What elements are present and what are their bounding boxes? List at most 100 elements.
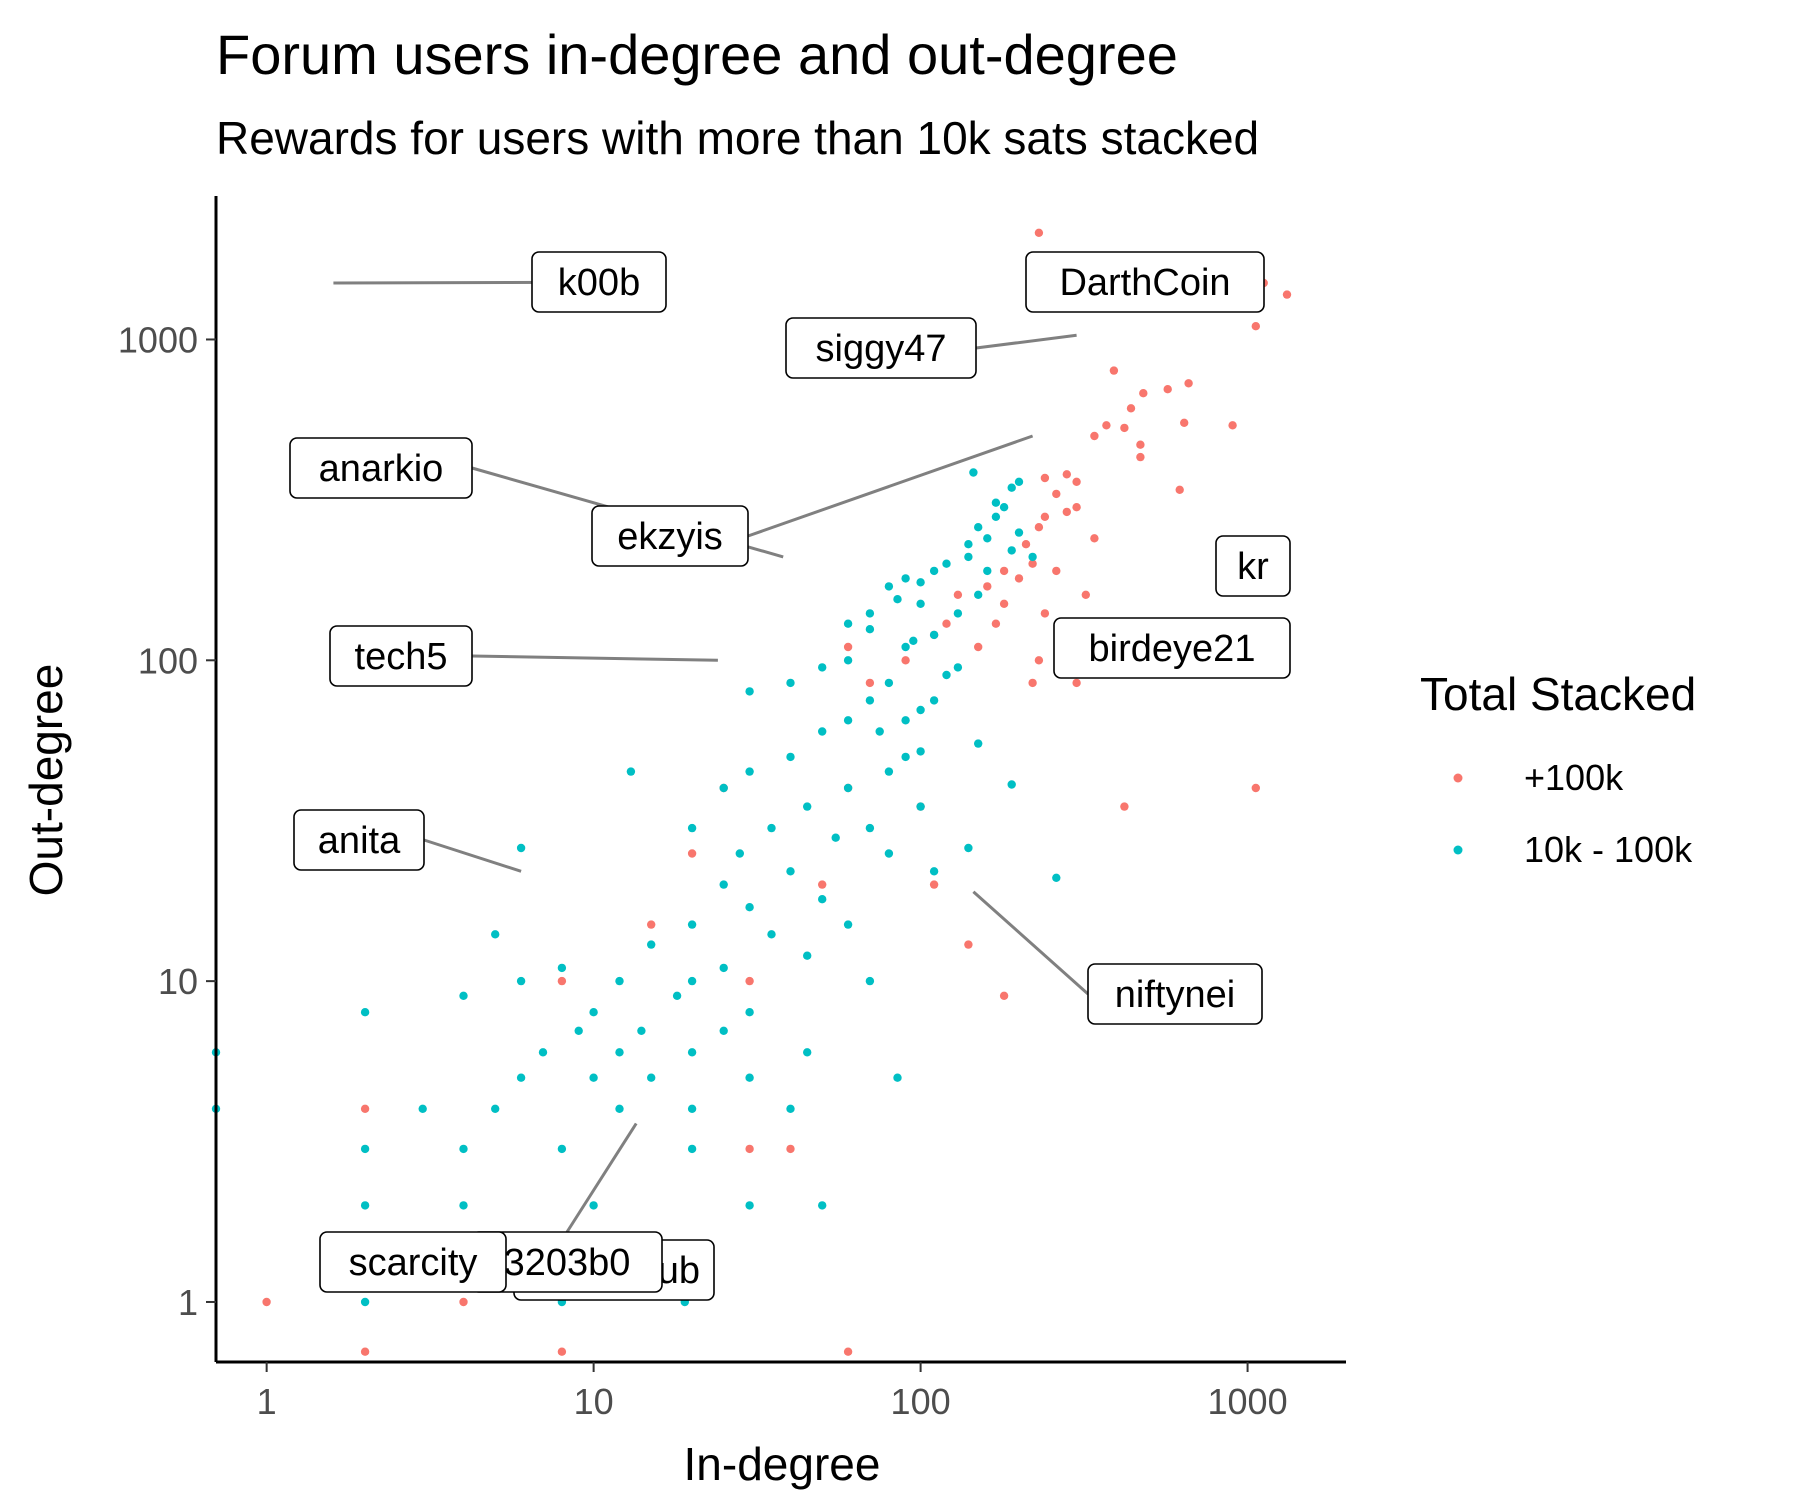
data-point — [459, 1144, 468, 1154]
annotation-label: 3203b0 — [471, 1231, 663, 1293]
annotation-text: anarkio — [319, 448, 444, 490]
annotation-label: DarthCoin — [1025, 251, 1265, 313]
data-point — [1007, 483, 1016, 492]
data-point — [786, 1104, 795, 1114]
legend-key — [1453, 845, 1463, 855]
data-point — [745, 903, 754, 912]
data-point — [983, 534, 992, 543]
data-point — [909, 636, 918, 645]
data-point — [901, 656, 910, 665]
data-point — [687, 1048, 697, 1057]
data-point — [687, 849, 697, 858]
data-point — [893, 1073, 902, 1082]
data-point — [1014, 477, 1024, 486]
legend-key — [1453, 773, 1463, 783]
annotation-line — [471, 654, 718, 662]
data-point — [719, 880, 728, 889]
annotation-line — [423, 838, 522, 873]
data-point — [875, 727, 884, 736]
data-point — [615, 1048, 624, 1057]
annotation-label: kr — [1215, 535, 1291, 597]
data-point — [557, 976, 567, 986]
data-point — [647, 920, 656, 929]
annotation-text: 3203b0 — [504, 1242, 631, 1284]
data-point — [1040, 512, 1050, 521]
data-point — [999, 991, 1009, 1000]
data-point — [991, 512, 1001, 521]
data-point — [1014, 528, 1024, 537]
data-point — [1034, 523, 1044, 532]
data-point — [901, 716, 910, 725]
data-point — [843, 642, 853, 652]
data-point — [1007, 780, 1016, 789]
data-point — [1034, 656, 1044, 665]
data-point — [360, 1144, 370, 1154]
annotation-text: birdeye21 — [1089, 628, 1256, 670]
annotation-label: ekzyis — [591, 505, 749, 567]
data-point — [459, 991, 468, 1000]
data-point — [865, 823, 875, 833]
legend-item: 10k - 100k — [1453, 829, 1693, 870]
data-point — [983, 582, 992, 591]
annotation-text: scarcity — [349, 1242, 478, 1284]
data-point — [999, 599, 1009, 608]
data-point — [964, 552, 973, 562]
y-tick-label: 100 — [138, 640, 198, 681]
annotation-labels: ub 3203b0 scarcity DarthCoin k00b siggy47 anar… — [289, 251, 1291, 1301]
annotation-text: ub — [658, 1250, 700, 1292]
data-point — [901, 574, 910, 583]
data-point — [803, 1048, 812, 1057]
annotation-line — [747, 434, 1034, 538]
data-point — [942, 670, 951, 680]
annotation-label: anarkio — [289, 437, 473, 499]
data-point — [1052, 873, 1061, 882]
data-point — [615, 976, 624, 986]
data-point — [1180, 418, 1189, 427]
data-point — [1120, 423, 1129, 433]
data-point — [687, 1104, 697, 1114]
data-point — [929, 696, 939, 705]
annotation-box — [329, 625, 473, 687]
y-axis-title: Out-degree — [20, 664, 72, 897]
data-point — [865, 696, 875, 705]
data-point — [884, 767, 894, 776]
data-point — [786, 867, 795, 876]
annotation-box — [785, 317, 977, 379]
data-point — [589, 1201, 598, 1210]
data-point — [953, 590, 963, 599]
data-point — [1109, 366, 1119, 375]
data-point — [745, 1008, 754, 1017]
legend-label: +100k — [1524, 757, 1624, 798]
data-point — [942, 619, 951, 628]
data-point — [1072, 503, 1081, 512]
annotation-label: tech5 — [329, 625, 473, 687]
data-point — [916, 802, 925, 811]
legend-items: +100k 10k - 100k — [1453, 757, 1693, 870]
annotation-label: birdeye21 — [1053, 617, 1291, 679]
data-point — [964, 940, 973, 949]
data-point — [589, 1008, 598, 1017]
data-point — [786, 752, 795, 762]
data-point — [1102, 421, 1111, 430]
data-point — [1028, 678, 1037, 688]
data-point — [901, 752, 910, 762]
data-point — [969, 468, 978, 477]
data-point — [929, 880, 939, 889]
data-point — [1052, 489, 1061, 499]
data-point — [865, 976, 875, 986]
data-point — [687, 920, 697, 929]
x-tick-label: 1000 — [1208, 1381, 1288, 1422]
data-point — [516, 976, 526, 986]
y-tick-label: 10 — [158, 961, 198, 1002]
data-point — [929, 867, 939, 876]
x-tick-label: 10 — [574, 1381, 614, 1422]
legend-label: 10k - 100k — [1524, 829, 1693, 870]
annotation-text: niftynei — [1115, 974, 1235, 1016]
x-tick-label: 1 — [257, 1381, 277, 1422]
data-point — [538, 1048, 548, 1057]
data-point — [647, 1073, 656, 1082]
annotation-line — [972, 890, 1089, 996]
annotation-box — [1025, 251, 1265, 313]
data-point — [745, 1144, 754, 1154]
